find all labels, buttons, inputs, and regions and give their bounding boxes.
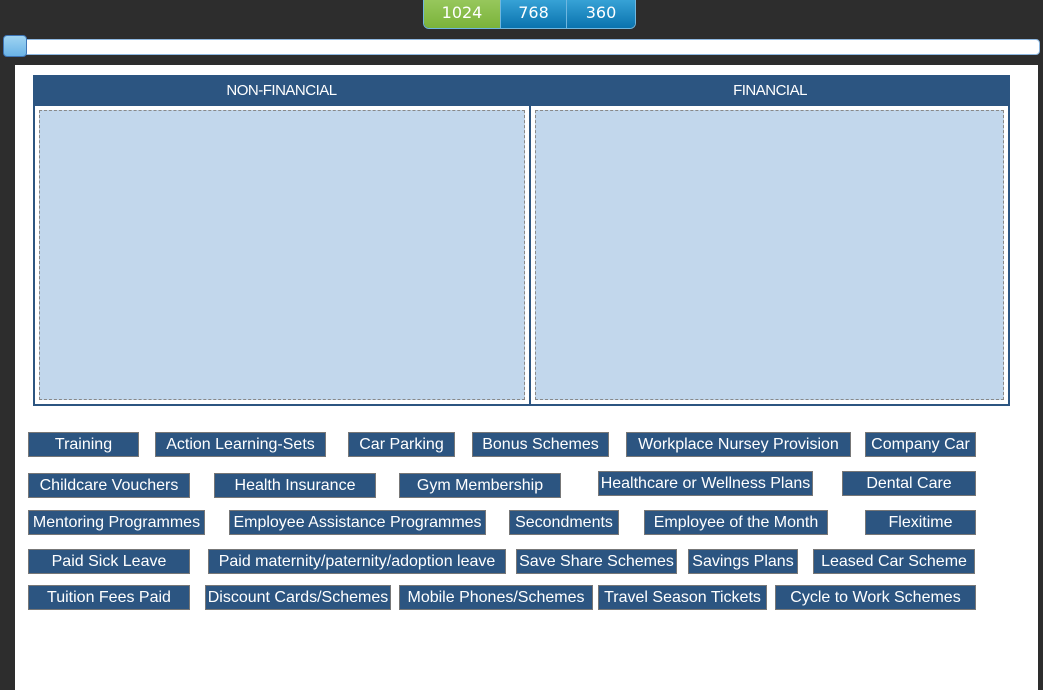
draggable-item[interactable]: Employee Assistance Programmes [229,510,486,535]
viewport-1024-button[interactable]: 1024 [424,0,500,28]
draggable-item[interactable]: Discount Cards/Schemes [205,585,391,610]
draggable-item[interactable]: Employee of the Month [644,510,828,535]
drop-area[interactable] [535,110,1004,400]
draggable-item[interactable]: Tuition Fees Paid [28,585,190,610]
draggable-item[interactable]: Mobile Phones/Schemes [399,585,593,610]
draggable-item[interactable]: Travel Season Tickets [598,585,767,610]
viewport-360-button[interactable]: 360 [566,0,635,28]
draggable-item[interactable]: Dental Care [842,471,976,496]
drop-zone-non-financial[interactable] [35,106,529,404]
draggable-item[interactable]: Paid maternity/paternity/adoption leave [208,549,506,574]
draggable-item[interactable]: Secondments [509,510,619,535]
draggable-item[interactable]: Company Car [865,432,976,457]
draggable-item[interactable]: Action Learning-Sets [155,432,326,457]
column-financial: FINANCIAL [530,75,1010,406]
draggable-item[interactable]: Flexitime [865,510,976,535]
draggable-item[interactable]: Save Share Schemes [516,549,677,574]
sorting-board: NON-FINANCIAL FINANCIAL [33,75,1010,406]
draggable-item[interactable]: Healthcare or Wellness Plans [598,471,813,496]
drop-area[interactable] [39,110,525,400]
column-title: NON-FINANCIAL [226,82,337,99]
draggable-item[interactable]: Cycle to Work Schemes [775,585,976,610]
draggable-item[interactable]: Bonus Schemes [472,432,609,457]
draggable-item[interactable]: Paid Sick Leave [28,549,190,574]
draggable-item[interactable]: Gym Membership [399,473,561,498]
viewport-size-switcher: 1024 768 360 [423,0,636,29]
draggable-item[interactable]: Mentoring Programmes [28,510,205,535]
width-slider-handle[interactable] [3,35,27,57]
column-title: FINANCIAL [733,82,807,99]
draggable-item[interactable]: Leased Car Scheme [813,549,975,574]
width-slider-track[interactable] [18,39,1040,55]
viewport-768-button[interactable]: 768 [500,0,566,28]
draggable-item[interactable]: Savings Plans [688,549,798,574]
draggable-item[interactable]: Car Parking [348,432,455,457]
draggable-item[interactable]: Training [28,432,139,457]
draggable-item[interactable]: Childcare Vouchers [28,473,190,498]
draggable-item[interactable]: Workplace Nursey Provision [626,432,851,457]
drop-zone-financial[interactable] [531,106,1008,404]
draggable-item[interactable]: Health Insurance [214,473,376,498]
column-non-financial: NON-FINANCIAL [33,75,530,406]
